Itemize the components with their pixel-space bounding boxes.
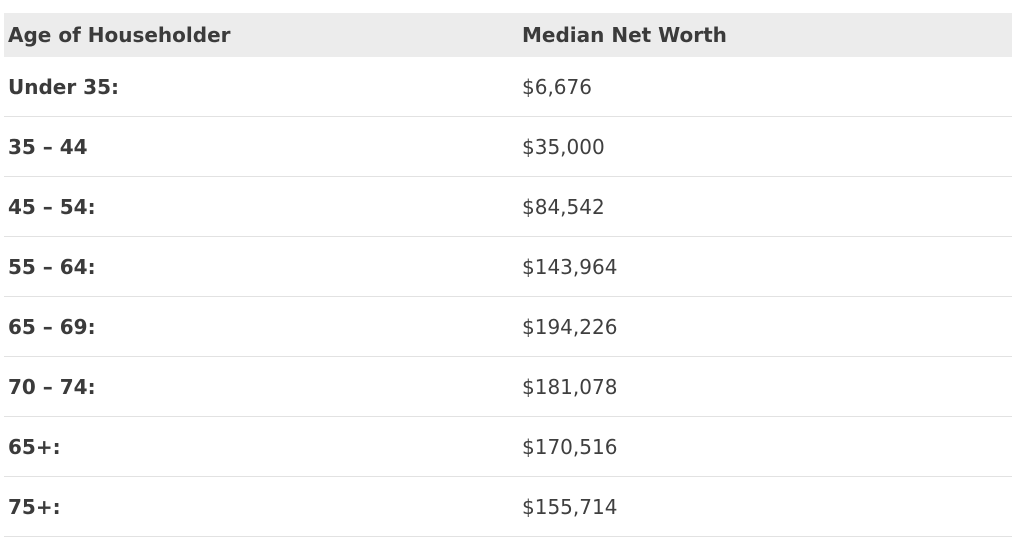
net-worth-cell: $6,676 [522, 74, 592, 99]
age-cell: 55 – 64: [8, 254, 96, 279]
table-header-row: Age of Householder Median Net Worth [4, 13, 1012, 57]
age-cell: 65 – 69: [8, 314, 96, 339]
net-worth-cell: $194,226 [522, 314, 618, 339]
table-row: 70 – 74: $181,078 [4, 357, 1012, 417]
table-row: Under 35: $6,676 [4, 57, 1012, 117]
age-cell: 75+: [8, 494, 61, 519]
table-row: 35 – 44 $35,000 [4, 117, 1012, 177]
net-worth-cell: $143,964 [522, 254, 618, 279]
table-row: 75+: $155,714 [4, 477, 1012, 537]
net-worth-cell: $181,078 [522, 374, 618, 399]
net-worth-cell: $35,000 [522, 134, 605, 159]
age-cell: 65+: [8, 434, 61, 459]
column-header-age: Age of Householder [8, 23, 231, 47]
table-row: 55 – 64: $143,964 [4, 237, 1012, 297]
column-header-net-worth: Median Net Worth [522, 23, 727, 47]
net-worth-cell: $155,714 [522, 494, 618, 519]
table-row: 45 – 54: $84,542 [4, 177, 1012, 237]
net-worth-cell: $84,542 [522, 194, 605, 219]
age-cell: 45 – 54: [8, 194, 96, 219]
net-worth-cell: $170,516 [522, 434, 618, 459]
age-cell: Under 35: [8, 74, 120, 99]
age-cell: 35 – 44 [8, 134, 88, 159]
table-row: 65+: $170,516 [4, 417, 1012, 477]
age-cell: 70 – 74: [8, 374, 96, 399]
net-worth-table: Age of Householder Median Net Worth Unde… [4, 13, 1012, 537]
table-row: 65 – 69: $194,226 [4, 297, 1012, 357]
